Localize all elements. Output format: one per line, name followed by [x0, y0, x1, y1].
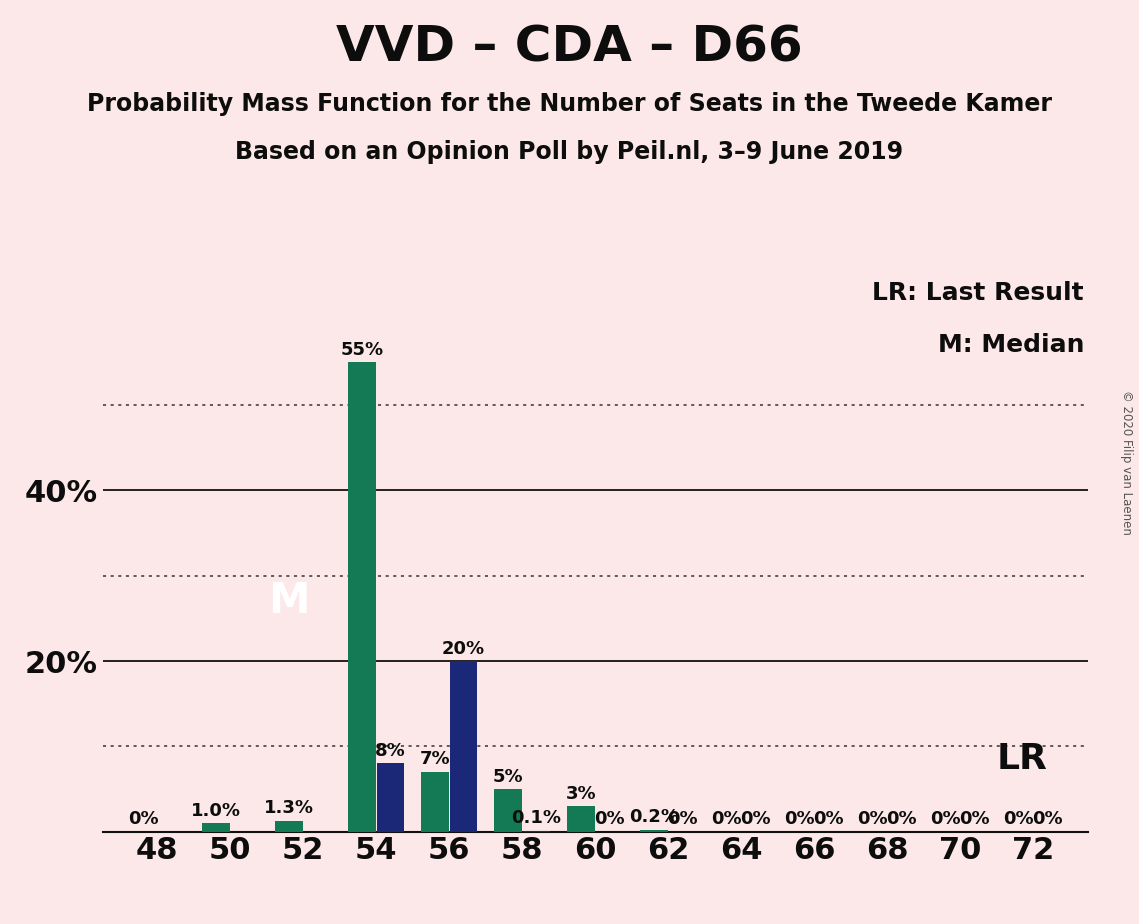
- Text: 0.2%: 0.2%: [629, 808, 679, 826]
- Text: 0%: 0%: [667, 810, 698, 828]
- Bar: [421, 772, 449, 832]
- Text: Based on an Opinion Poll by Peil.nl, 3–9 June 2019: Based on an Opinion Poll by Peil.nl, 3–9…: [236, 140, 903, 164]
- Bar: [276, 821, 303, 832]
- Bar: [640, 830, 667, 832]
- Text: M: M: [268, 580, 310, 622]
- Text: 0%: 0%: [1032, 810, 1063, 828]
- Text: 7%: 7%: [419, 750, 450, 769]
- Bar: [202, 823, 230, 832]
- Text: VVD – CDA – D66: VVD – CDA – D66: [336, 23, 803, 71]
- Text: 0%: 0%: [740, 810, 771, 828]
- Text: © 2020 Filip van Laenen: © 2020 Filip van Laenen: [1121, 390, 1133, 534]
- Text: 8%: 8%: [375, 742, 405, 760]
- Text: 0%: 0%: [959, 810, 990, 828]
- Text: 0%: 0%: [813, 810, 844, 828]
- Text: Probability Mass Function for the Number of Seats in the Tweede Kamer: Probability Mass Function for the Number…: [87, 92, 1052, 116]
- Bar: [349, 362, 376, 832]
- Text: 0.1%: 0.1%: [511, 809, 562, 827]
- Text: 0%: 0%: [886, 810, 917, 828]
- Text: 3%: 3%: [566, 784, 596, 803]
- Text: LR: Last Result: LR: Last Result: [872, 282, 1084, 306]
- Text: 5%: 5%: [492, 768, 523, 785]
- Bar: [377, 763, 404, 832]
- Text: 1.3%: 1.3%: [264, 799, 314, 817]
- Text: 55%: 55%: [341, 341, 384, 359]
- Text: 0%: 0%: [595, 810, 624, 828]
- Text: 0%: 0%: [128, 810, 158, 828]
- Text: 20%: 20%: [442, 639, 485, 658]
- Bar: [494, 789, 522, 832]
- Text: LR: LR: [997, 742, 1048, 776]
- Text: M: Median: M: Median: [937, 333, 1084, 357]
- Text: 0%: 0%: [1003, 810, 1034, 828]
- Text: 1.0%: 1.0%: [191, 802, 241, 820]
- Bar: [450, 661, 477, 832]
- Text: 0%: 0%: [712, 810, 743, 828]
- Text: 0%: 0%: [931, 810, 961, 828]
- Text: 0%: 0%: [785, 810, 816, 828]
- Bar: [567, 806, 595, 832]
- Text: 0%: 0%: [858, 810, 888, 828]
